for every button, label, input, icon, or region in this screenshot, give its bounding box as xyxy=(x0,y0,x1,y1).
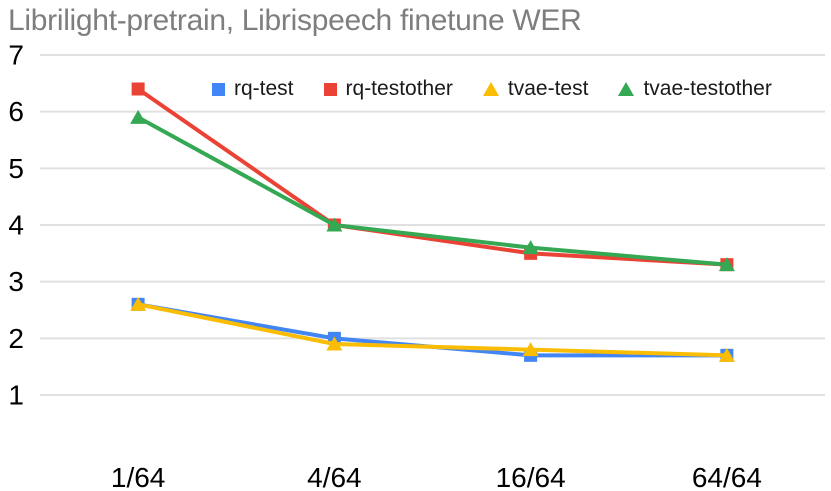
data-point-tvae-testother-64/64 xyxy=(718,257,735,272)
x-axis-tick-label: 1/64 xyxy=(111,462,166,491)
data-point-tvae-test-64/64 xyxy=(718,347,735,362)
tvae-test-triangle-marker-icon xyxy=(482,82,499,96)
data-point-tvae-test-1/64 xyxy=(130,296,147,311)
legend-item-tvae-testother: tvae-testother xyxy=(618,77,772,101)
y-axis-tick-label: 6 xyxy=(8,96,24,127)
x-axis-tick-label: 16/64 xyxy=(496,462,566,491)
series-line-tvae-testother xyxy=(136,115,729,267)
legend-item-tvae-test: tvae-test xyxy=(482,77,589,101)
legend-item-rq-test: rq-test xyxy=(212,77,294,101)
chart-legend: rq-test rq-testother tvae-test tvae-test… xyxy=(212,77,772,101)
data-point-tvae-test-4/64 xyxy=(326,336,343,351)
data-point-tvae-test-16/64 xyxy=(522,342,539,357)
data-point-tvae-testother-1/64 xyxy=(130,109,147,124)
rq-testother-square-marker-icon xyxy=(323,82,337,96)
data-point-rq-testother-1/64 xyxy=(131,82,145,96)
y-axis-tick-label: 4 xyxy=(8,210,24,241)
y-axis-tick-label: 5 xyxy=(8,153,24,184)
y-axis-tick-label: 7 xyxy=(8,40,24,71)
legend-label-rq-testother: rq-testother xyxy=(345,77,453,100)
data-point-tvae-testother-16/64 xyxy=(522,240,539,255)
legend-label-rq-test: rq-test xyxy=(234,77,294,100)
chart-title: Librilight-pretrain, Librispeech finetun… xyxy=(8,4,582,37)
series-line-rq-testother xyxy=(136,87,729,267)
legend-label-tvae-test: tvae-test xyxy=(507,77,589,100)
legend-item-rq-testother: rq-testother xyxy=(323,77,453,101)
data-point-tvae-testother-4/64 xyxy=(326,217,343,232)
tvae-testother-triangle-marker-icon xyxy=(618,82,635,96)
y-axis-tick-label: 3 xyxy=(8,266,24,297)
y-axis-tick-label: 2 xyxy=(8,323,24,354)
y-axis-tick-label: 1 xyxy=(8,380,24,411)
series-line-tvae-test xyxy=(136,302,729,358)
legend-label-tvae-testother: tvae-testother xyxy=(643,77,772,100)
rq-test-square-marker-icon xyxy=(212,82,225,96)
x-axis-tick-label: 64/64 xyxy=(692,462,762,491)
x-axis-tick-label: 4/64 xyxy=(307,462,362,491)
